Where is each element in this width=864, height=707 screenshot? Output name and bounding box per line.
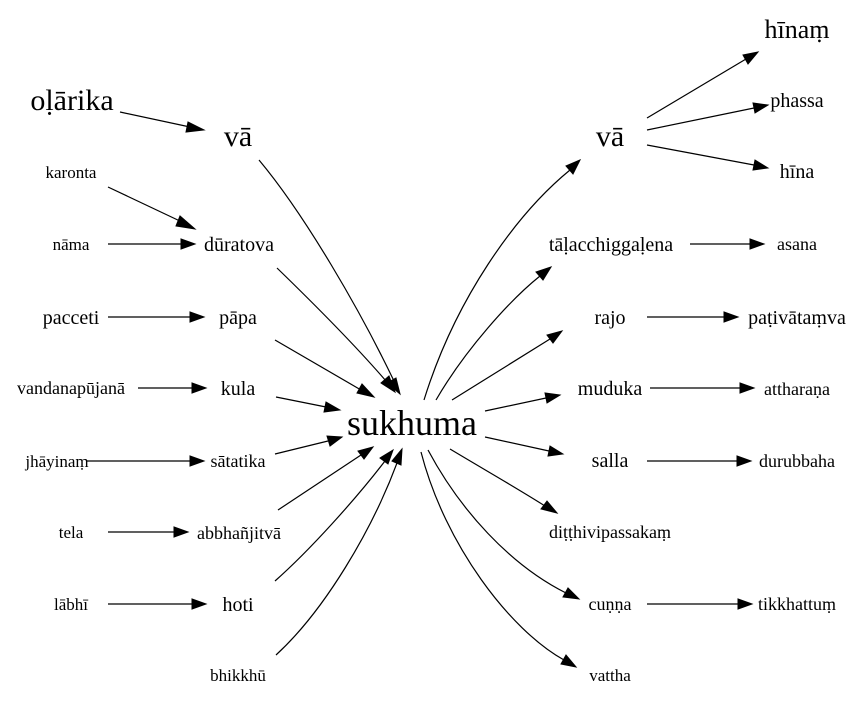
- node-kula: kula: [221, 378, 256, 400]
- edges: [86, 51, 770, 668]
- edge-sukhuma-muduka: [484, 392, 562, 412]
- edge-vandanapujana-kula: [138, 382, 208, 394]
- node-satatika: sātatika: [211, 451, 266, 471]
- node-hinam: hīnaṃ: [765, 15, 830, 44]
- edge-va-left-sukhuma: [258, 159, 401, 396]
- edge-salla-durubbaha: [647, 455, 753, 467]
- node-attharana: attharaṇa: [764, 379, 830, 399]
- edge-labhi-hoti: [108, 598, 208, 610]
- edge-satatika-sukhuma: [274, 435, 344, 455]
- edge-sukhuma-va-right: [423, 159, 582, 401]
- node-labhi: lābhī: [54, 595, 88, 614]
- node-vattha: vattha: [589, 666, 631, 685]
- edge-nama-duratova: [108, 238, 197, 250]
- node-muduka: muduka: [578, 378, 643, 400]
- node-karonta: karonta: [46, 163, 97, 182]
- node-nama: nāma: [53, 235, 90, 254]
- edge-sukhuma-vattha: [420, 451, 578, 668]
- edge-rajo-pativatamva: [647, 311, 740, 323]
- edge-tela-abbhanjitva: [108, 526, 190, 538]
- node-cunna: cuṇṇa: [589, 594, 632, 614]
- node-bhikkhu: bhikkhū: [210, 666, 266, 685]
- edge-sukhuma-talacchiggalena: [435, 266, 553, 401]
- node-ditthivipassakam: diṭṭhivipassakaṃ: [549, 522, 671, 542]
- node-phassa: phassa: [770, 90, 823, 112]
- node-va-left: vā: [224, 120, 252, 153]
- edge-karonta-duratova: [107, 186, 197, 230]
- node-tikkhattum: tikkhattuṃ: [758, 594, 836, 614]
- node-durubbaha: durubbaha: [759, 451, 835, 471]
- edge-sukhuma-cunna: [427, 449, 581, 600]
- node-olarika: oḷārika: [30, 84, 113, 117]
- edge-jhayinam-satatika: [86, 455, 206, 467]
- node-tela: tela: [59, 523, 84, 542]
- node-sukhuma: sukhuma: [347, 403, 477, 443]
- node-papa: pāpa: [219, 307, 257, 329]
- node-duratova: dūratova: [204, 234, 274, 256]
- edge-olarika-va-left: [119, 111, 206, 133]
- edge-sukhuma-salla: [484, 436, 565, 457]
- edge-hoti-sukhuma: [274, 448, 394, 582]
- node-jhayinam: jhāyinaṃ: [24, 452, 88, 471]
- node-va-right: vā: [596, 120, 624, 153]
- node-pativatamva: paṭivātaṃva: [748, 307, 846, 329]
- edge-sukhuma-ditthivipassakam: [449, 448, 559, 514]
- edge-bhikkhu-sukhuma: [275, 447, 403, 656]
- nodes: sukhuma vā oḷārika karonta dūratova nāma…: [17, 15, 846, 685]
- node-hoti: hoti: [222, 594, 254, 616]
- node-vandanapujana: vandanapūjanā: [17, 378, 125, 398]
- node-hina: hīna: [780, 161, 815, 183]
- edge-cunna-tikkhattum: [647, 598, 754, 610]
- edge-va-right-hina: [646, 144, 770, 171]
- edge-muduka-attharana: [650, 382, 756, 394]
- node-salla: salla: [592, 450, 629, 472]
- node-abbhanjitva: abbhañjitvā: [197, 523, 281, 543]
- node-rajo: rajo: [594, 307, 625, 329]
- node-asana: asana: [777, 234, 817, 254]
- edge-papa-sukhuma: [274, 339, 376, 398]
- edge-pacceti-papa: [108, 311, 206, 323]
- edge-kula-sukhuma: [275, 396, 342, 413]
- edge-abbhanjitva-sukhuma: [277, 446, 375, 511]
- edge-talacchiggalena-asana: [690, 238, 766, 250]
- edge-va-right-phassa: [646, 102, 770, 131]
- node-pacceti: pacceti: [43, 307, 100, 329]
- edge-duratova-sukhuma: [276, 267, 396, 394]
- edge-va-right-hinam: [646, 51, 760, 119]
- node-talacchiggalena: tāḷacchiggaḷena: [549, 234, 673, 256]
- edge-sukhuma-rajo: [451, 330, 564, 401]
